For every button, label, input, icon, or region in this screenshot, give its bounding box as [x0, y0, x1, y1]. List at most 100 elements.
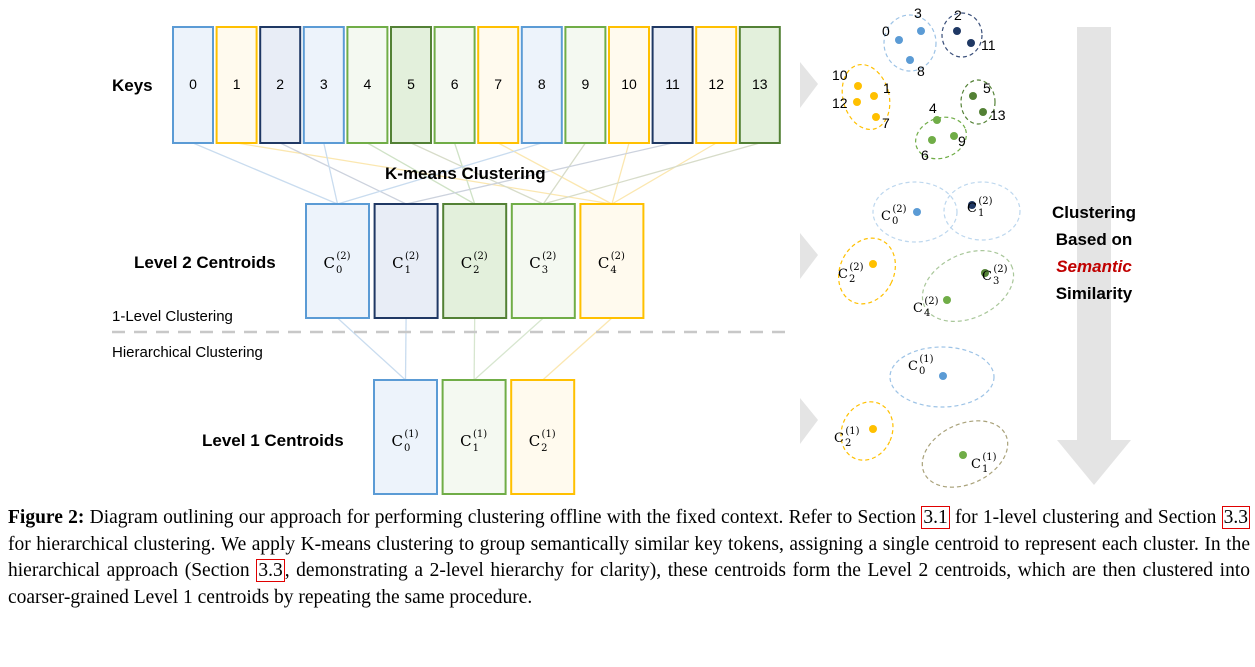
svg-text:11: 11	[981, 37, 996, 53]
key-box	[172, 26, 214, 144]
chevron-right-icon	[800, 398, 818, 444]
level2-scatter-label: C0(2)	[881, 204, 907, 227]
svg-text:6: 6	[921, 147, 929, 163]
level2-centroid-box	[510, 203, 576, 319]
key-index: 0	[189, 76, 197, 92]
level1-scatter-label: C0(1)	[908, 354, 934, 377]
level2-centroids-row: C0(2) C1(2) C2(2) C3(2) C4(2)	[305, 203, 645, 319]
svg-text:10: 10	[832, 67, 848, 83]
key-to-centroid-line	[405, 142, 673, 205]
key-box	[346, 26, 389, 144]
svg-text:0: 0	[882, 23, 890, 39]
key-index: 2	[276, 76, 284, 92]
key-to-centroid-line	[410, 142, 544, 205]
svg-text:8: 8	[917, 63, 925, 79]
key-index: 3	[320, 76, 328, 92]
key-to-centroid-line	[367, 142, 476, 205]
key-index: 9	[582, 76, 590, 92]
level2-centroid-box	[442, 203, 508, 319]
key-index: 8	[538, 76, 546, 92]
level1-centroids-row: C0(1) C1(1) C2(1)	[373, 379, 576, 495]
key-box	[651, 26, 694, 144]
key-to-centroid-line	[497, 142, 613, 205]
key-box	[608, 26, 650, 144]
level2-label: Level 2 Centroids	[134, 253, 276, 272]
key-to-centroid-line	[279, 142, 407, 205]
level1-centroid-box	[373, 379, 438, 495]
key-to-centroid-line	[236, 142, 613, 205]
key-to-centroid-line	[542, 142, 586, 205]
right-label-line2: Based on	[1056, 230, 1133, 249]
key-index: 7	[494, 76, 502, 92]
key-box	[738, 26, 781, 144]
keys-row: 0 1 2 3 4 5 6 7 8 9 10 11 12 13	[172, 26, 781, 144]
svg-text:12: 12	[832, 95, 848, 111]
key-index: 4	[364, 76, 372, 92]
clustering-diagram: 0 1 2 3 4 5 6 7 8 9 10 11 12 13 C0(2) C1(2) C2(2) C3(2) C…	[112, 5, 1136, 495]
key-box	[215, 26, 258, 144]
key-to-centroid-line	[323, 142, 339, 205]
level2-scatter-label: C1(2)	[967, 196, 993, 219]
key-box	[564, 26, 607, 144]
svg-text:2: 2	[954, 7, 962, 23]
level2-centroid-box	[373, 203, 439, 319]
level1-scatter-label: C2(1)	[834, 426, 860, 449]
keys-label: Keys	[112, 76, 153, 95]
svg-text:5: 5	[983, 80, 991, 96]
centroid-to-centroid-line	[404, 317, 407, 381]
section-ref-link[interactable]: 3.3	[1221, 506, 1250, 529]
right-label-line1: Clustering	[1052, 203, 1136, 222]
one-level-clustering-label: 1-Level Clustering	[112, 308, 233, 325]
centroid-to-centroid-line	[542, 317, 613, 381]
section-ref-link[interactable]: 3.1	[921, 506, 950, 529]
key-box	[477, 26, 520, 144]
level1-centroid-box	[441, 379, 507, 495]
key-to-centroid-line	[543, 142, 760, 205]
key-to-centroid-line	[611, 142, 717, 205]
figure-number: Figure 2:	[8, 507, 85, 528]
key-box	[390, 26, 432, 144]
keys-scatter: 0 3 8 2 11 10 1 12 7 5 13 4 6 9	[832, 5, 1006, 163]
key-box	[695, 26, 738, 144]
key-index: 11	[665, 76, 680, 92]
svg-text:3: 3	[914, 5, 922, 21]
figure-caption: Figure 2: Diagram outlining our approach…	[8, 506, 1251, 608]
key-to-centroid-line	[453, 142, 476, 205]
svg-text:4: 4	[929, 100, 937, 116]
right-label-line4: Similarity	[1056, 284, 1133, 303]
connection-lines	[192, 142, 760, 381]
key-index: 12	[708, 76, 724, 92]
level1-centroid-box	[510, 379, 576, 495]
level2-centroid-box	[305, 203, 370, 319]
centroid-to-centroid-line	[473, 317, 544, 381]
level2-scatter-labels: C0(2) C1(2) C2(2) C3(2) C4(2)	[838, 196, 1008, 319]
svg-text:1: 1	[883, 80, 891, 96]
level2-scatter-label: C4(2)	[913, 296, 939, 319]
svg-text:9: 9	[958, 133, 966, 149]
key-to-centroid-line	[192, 142, 338, 205]
level2-scatter-label: C3(2)	[982, 264, 1008, 287]
level1-scatter-label: C1(1)	[971, 452, 997, 475]
key-index: 5	[407, 76, 415, 92]
svg-text:7: 7	[882, 115, 890, 131]
kmeans-label: K-means Clustering	[385, 164, 546, 183]
level1-scatter	[840, 346, 1009, 488]
key-box	[302, 26, 345, 144]
level1-label: Level 1 Centroids	[202, 431, 344, 450]
chevron-right-icon	[800, 233, 818, 279]
right-label-semantic: Semantic	[1056, 257, 1132, 276]
level2-scatter-label: C2(2)	[838, 262, 864, 285]
key-box	[520, 26, 563, 144]
centroid-to-centroid-line	[337, 317, 406, 381]
down-arrow-icon	[1057, 27, 1131, 485]
level2-scatter	[838, 181, 1021, 322]
key-index: 10	[621, 76, 637, 92]
level1-scatter-labels: C0(1) C1(1) C2(1)	[834, 354, 997, 475]
hierarchical-clustering-label: Hierarchical Clustering	[112, 344, 263, 361]
key-to-centroid-line	[337, 142, 542, 205]
svg-text:13: 13	[990, 107, 1006, 123]
key-index: 1	[233, 76, 241, 92]
section-ref-link[interactable]: 3.3	[256, 559, 285, 583]
chevron-right-icon	[800, 62, 818, 108]
centroid-to-centroid-line	[473, 317, 476, 381]
